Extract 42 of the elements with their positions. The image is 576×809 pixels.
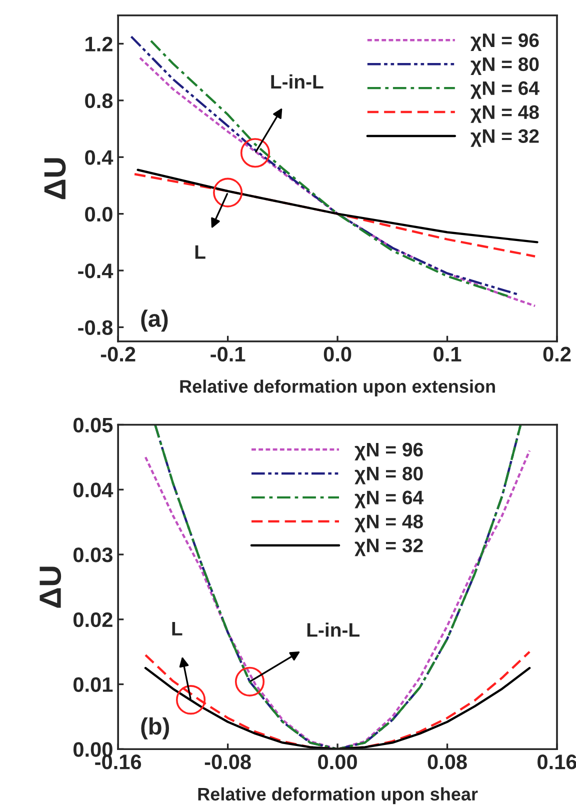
x-tick-label: -0.1 [210, 346, 246, 362]
y-tick-label: -0.4 [78, 264, 114, 278]
y-tick-label: 0.8 [85, 93, 113, 108]
y-tick-label: 0.4 [85, 150, 114, 165]
y-tick-label: 0.01 [74, 677, 113, 692]
x-tick-label: 0.2 [543, 346, 571, 362]
y-tick-label: 0.00 [74, 742, 112, 757]
y-tick-label: 0.02 [74, 612, 112, 628]
x-tick-label: 0.08 [428, 754, 467, 770]
legend-label: χN = 48 [354, 514, 423, 532]
x-axis-title: Relative deformation upon extension [180, 380, 495, 396]
x-axis-title: Relative deformation upon shear [198, 787, 478, 804]
legend-label: χN = 80 [470, 57, 539, 75]
line-series [136, 168, 538, 244]
y-tick-label: 0.05 [74, 418, 113, 432]
legend-label: χN = 64 [470, 81, 540, 99]
y-tick-label: 0.03 [74, 547, 112, 562]
x-tick-label: 0.0 [324, 346, 352, 362]
x-tick-label: 0.1 [434, 346, 462, 362]
y-tick-label: 0.0 [85, 206, 112, 222]
x-tick-label: 0.00 [318, 754, 357, 770]
legend-label: χN = 80 [354, 466, 423, 484]
annotation: L [172, 622, 182, 636]
annotation: L-in-L [271, 74, 324, 88]
legend-label: χN = 32 [470, 129, 539, 147]
x-tick-label: -0.2 [100, 346, 136, 362]
legend-label: χN = 96 [354, 442, 423, 460]
annotation: L-in-L [307, 622, 360, 637]
y-axis-title: ΔU [44, 158, 66, 200]
legend-label: χN = 32 [354, 538, 423, 556]
y-tick-label: -0.8 [78, 320, 113, 335]
legend-label: χN = 48 [470, 105, 539, 123]
legend-label: χN = 64 [354, 490, 424, 508]
x-tick-label: -0.16 [95, 754, 142, 770]
y-tick-label: 1.2 [86, 36, 112, 52]
annotation: (b) [141, 717, 169, 740]
y-tick-label: 0.04 [74, 482, 114, 498]
annotation: L [195, 245, 206, 259]
legend-label: χN = 96 [470, 33, 539, 51]
annotation: (a) [141, 310, 168, 332]
x-tick-label: -0.08 [204, 754, 251, 770]
y-axis-title: ΔU [40, 566, 62, 608]
